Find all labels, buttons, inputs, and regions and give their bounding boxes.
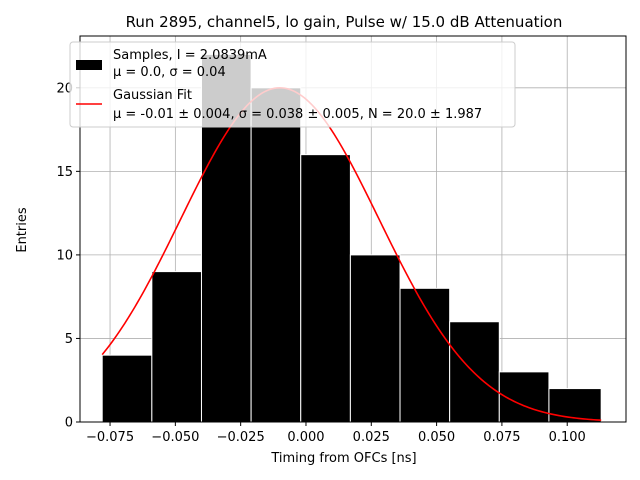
x-tick-label: 0.000: [287, 430, 324, 445]
histogram-bar: [399, 287, 451, 423]
y-tick-label: 20: [56, 81, 73, 96]
plot-frame: [79, 35, 627, 423]
x-tick-label: −0.075: [86, 430, 134, 445]
x-axis-ticks: −0.075 −0.050 −0.025 0.000 0.025 0.050 0.075 0.…: [86, 422, 586, 445]
histogram-bar: [151, 271, 202, 423]
histogram-bar: [101, 354, 153, 423]
x-tick-label: −0.050: [151, 430, 199, 445]
x-axis-label: Timing from OFCs [ns]: [270, 451, 416, 466]
legend-box: [69, 41, 516, 128]
x-tick-label: 0.050: [418, 430, 455, 445]
y-tick-label: 10: [56, 248, 73, 263]
legend: Samples, I = 2.0839mA μ = 0.0, σ = 0.04 …: [69, 41, 516, 128]
histogram-bar: [449, 321, 500, 423]
x-tick-label: 0.025: [353, 430, 390, 445]
y-tick-label: 15: [56, 165, 73, 180]
gaussian-fit-curve: [101, 87, 602, 422]
histogram-bar: [300, 154, 351, 423]
y-tick-label: 5: [65, 332, 73, 347]
legend-fit-line2: μ = -0.01 ± 0.004, σ = 0.038 ± 0.005, N …: [113, 107, 482, 122]
histogram-bar: [349, 254, 401, 423]
y-axis-ticks: 0 5 10 15 20: [56, 81, 80, 431]
legend-samples-line2: μ = 0.0, σ = 0.04: [113, 65, 226, 80]
legend-samples-swatch: [76, 60, 102, 70]
histogram-bar: [250, 87, 302, 423]
x-tick-label: −0.025: [217, 430, 265, 445]
histogram-bar: [498, 371, 550, 423]
bars-layer: [101, 53, 602, 423]
chart-title: Run 2895, channel5, lo gain, Pulse w/ 15…: [126, 13, 563, 31]
x-tick-label: 0.075: [483, 430, 520, 445]
legend-samples-line1: Samples, I = 2.0839mA: [113, 48, 267, 63]
y-axis-label: Entries: [15, 207, 30, 253]
x-tick-label: 0.100: [549, 430, 586, 445]
histogram-bar: [548, 388, 602, 423]
legend-fit-line1: Gaussian Fit: [113, 88, 192, 103]
y-tick-label: 0: [65, 416, 73, 431]
